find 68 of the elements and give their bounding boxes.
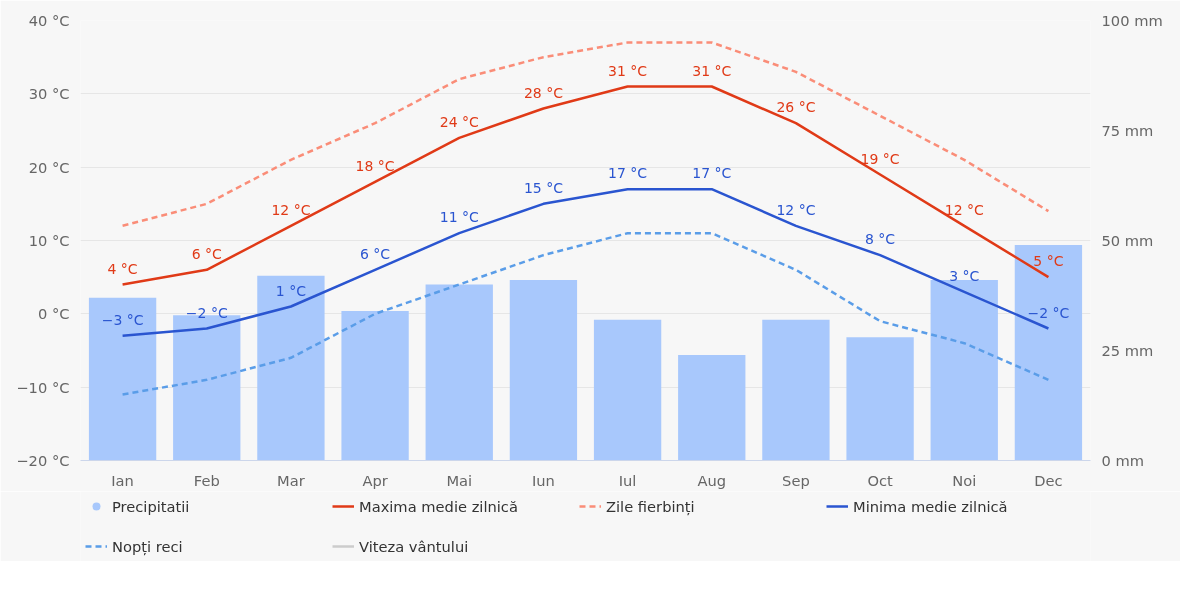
bar xyxy=(762,319,830,461)
data-label: 11 °C xyxy=(439,209,479,226)
legend-label: Minima medie zilnică xyxy=(853,497,1009,515)
x-tick-label: Sep xyxy=(782,471,810,489)
data-label: 6 °C xyxy=(191,245,223,262)
x-tick-label: Apr xyxy=(362,471,389,489)
data-label: 12 °C xyxy=(776,201,816,218)
y2-tick-label: 25 mm xyxy=(1101,342,1154,359)
y-tick-label: 10 °C xyxy=(28,232,70,249)
x-tick-label: Iul xyxy=(618,471,637,489)
data-label: 18 °C xyxy=(355,157,395,174)
data-label: 6 °C xyxy=(360,245,391,262)
legend-label: Precipitatii xyxy=(112,497,191,515)
x-tick-label: Feb xyxy=(193,471,220,489)
y2-tick-label: 50 mm xyxy=(1101,232,1154,249)
bar xyxy=(88,297,157,461)
bar xyxy=(509,280,578,461)
bar xyxy=(341,310,409,461)
y2-tick-label: 100 mm xyxy=(1101,12,1163,29)
data-label: 12 °C xyxy=(944,201,984,218)
data-label: −2 °C xyxy=(185,304,228,321)
y2-tick-label: 75 mm xyxy=(1101,122,1154,139)
bar xyxy=(678,354,746,461)
legend-label: Viteza vântului xyxy=(359,537,470,555)
x-tick-label: Mai xyxy=(446,471,473,489)
data-label: 3 °C xyxy=(949,267,980,284)
bar xyxy=(1014,244,1083,461)
y-tick-label: 30 °C xyxy=(28,85,70,103)
x-tick-label: Mar xyxy=(277,471,306,489)
y-tick-label: 40 °C xyxy=(28,12,70,29)
legend-label: Nopți reci xyxy=(112,537,184,555)
data-label: 8 °C xyxy=(865,231,896,248)
legend-label: Maxima medie zilnică xyxy=(359,497,519,515)
x-tick-label: Dec xyxy=(1034,471,1063,489)
line-series xyxy=(121,231,1050,396)
y-tick-label: −20 °C xyxy=(16,452,70,469)
line-series xyxy=(121,85,1050,286)
data-label: 15 °C xyxy=(523,179,564,196)
x-tick-label: Oct xyxy=(867,471,894,489)
data-label: −3 °C xyxy=(101,311,144,328)
bar xyxy=(846,337,914,461)
legend-label: Zile fierbinți xyxy=(606,497,696,515)
data-label: 1 °C xyxy=(275,282,307,299)
bar xyxy=(930,280,998,461)
data-label: 26 °C xyxy=(776,99,816,116)
data-label: 31 °C xyxy=(608,62,648,79)
line-series xyxy=(121,41,1050,228)
data-label: −2 °C xyxy=(1027,304,1070,321)
bar xyxy=(425,284,493,461)
data-label: 17 °C xyxy=(608,165,648,182)
bar xyxy=(257,275,325,461)
x-tick-label: Ian xyxy=(111,471,134,489)
data-label: 31 °C xyxy=(692,62,732,79)
x-tick-label: Iun xyxy=(531,471,555,489)
data-label: 17 °C xyxy=(692,165,732,182)
x-tick-label: Noi xyxy=(952,471,977,489)
data-label: 12 °C xyxy=(271,201,311,218)
y2-tick-label: 0 mm xyxy=(1101,452,1145,469)
y-tick-label: 0 °C xyxy=(37,305,70,323)
y-tick-label: 20 °C xyxy=(28,158,70,176)
data-label: 28 °C xyxy=(523,84,564,101)
x-tick-label: Aug xyxy=(697,471,727,489)
y-tick-label: −10 °C xyxy=(16,378,70,396)
bar xyxy=(593,319,662,461)
data-label: 24 °C xyxy=(439,113,479,130)
data-label: 5 °C xyxy=(1033,253,1064,270)
data-label: 4 °C xyxy=(107,260,138,277)
data-label: 19 °C xyxy=(860,150,900,167)
